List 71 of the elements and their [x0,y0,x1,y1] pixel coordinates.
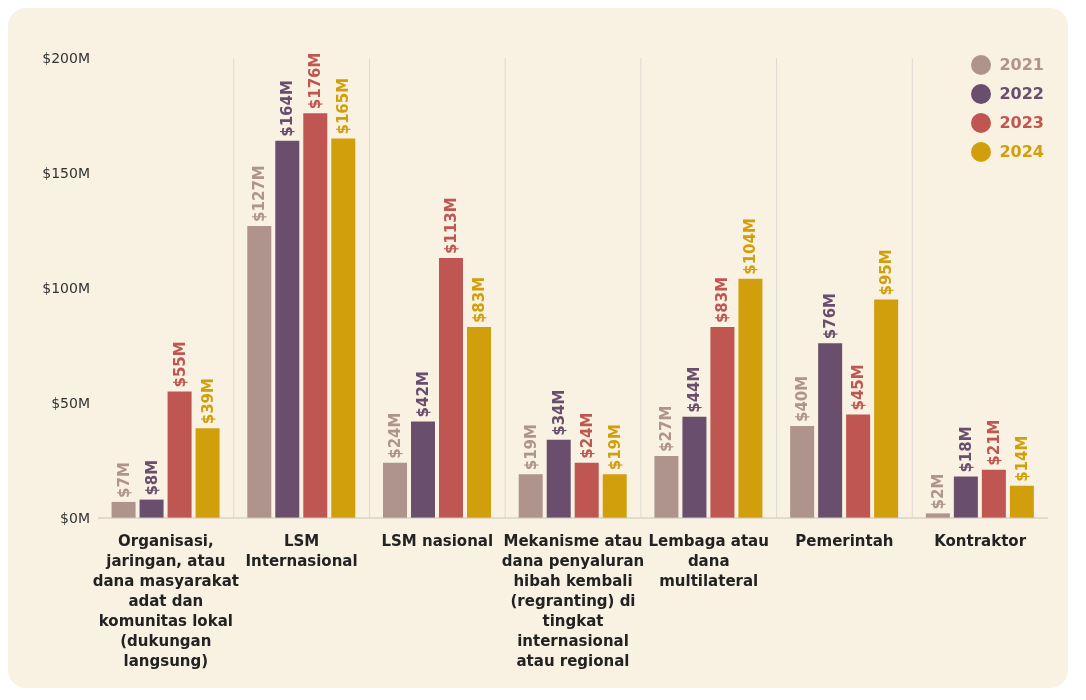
data-label: $27M [657,405,676,452]
data-label: $176M [306,52,325,110]
y-tick-label: $200M [42,49,90,66]
x-tick-label: Pemerintah [795,532,894,550]
x-tick-label: LSM Internasional [245,532,358,570]
y-tick-label: $100M [42,279,90,296]
data-label: $165M [334,77,353,135]
y-tick-label: $150M [42,164,90,181]
bar [247,225,272,518]
data-label: $14M [1012,435,1031,482]
bar [602,474,627,518]
bar [574,462,599,518]
data-label: $76M [821,292,840,340]
data-label: $18M [956,426,975,473]
bar [738,278,763,518]
bar [139,499,164,518]
bar [818,343,843,518]
data-label: $21M [984,419,1003,466]
bar [275,140,300,518]
data-label: $19M [605,424,624,471]
bar [981,469,1006,518]
x-tick-label: Kontraktor [934,532,1027,550]
bar [195,428,220,518]
data-label: $7M [114,462,133,498]
data-label: $2M [928,473,947,510]
bar [654,455,679,518]
data-label: $104M [741,218,760,275]
data-label: $24M [577,412,596,459]
y-tick-label: $0M [60,509,90,526]
legend-label: 2023 [999,113,1044,132]
data-label: $127M [250,165,269,222]
data-label: $55M [170,341,189,388]
data-label: $24M [386,412,404,459]
data-label: $45M [849,364,868,411]
bar [518,474,543,518]
bar [1009,485,1034,518]
data-label: $42M [414,371,432,418]
x-tick-label: Lembaga atau dana multilateral [648,532,769,590]
data-label: $95M [877,249,896,296]
bar [546,439,571,518]
data-label: $44M [685,366,704,413]
data-label: $83M [470,276,488,324]
x-tick-label: LSM nasional [381,532,494,550]
bar [331,138,356,518]
legend-label: 2022 [999,84,1044,103]
data-label: $113M [442,197,460,255]
x-tick-label: Organisasi, jaringan, atau dana masyarakat adat dan komunitas lokal (dukungan langsung) [92,532,239,670]
legend-label: 2024 [999,142,1044,161]
bar [953,476,978,518]
data-label: $19M [521,424,540,471]
data-label: $8M [142,459,161,496]
bar [874,299,899,518]
bar [710,327,735,518]
bar [383,462,407,518]
bar [303,113,328,518]
legend-label: 2021 [999,55,1044,74]
data-label: $164M [278,80,297,137]
bar [167,391,192,518]
bar [467,327,491,518]
bar [411,421,435,518]
bar [111,501,136,518]
data-label: $34M [549,389,568,436]
data-label: $83M [713,276,732,324]
bar [439,258,463,518]
x-tick-label: Mekanisme atau dana penyaluran hibah kembali (regranting) di tingkat internasional atau regional [501,532,645,670]
bar [846,414,871,518]
y-tick-label: $50M [51,394,90,411]
bar [682,416,707,518]
data-label: $39M [198,378,217,425]
bar [790,426,815,518]
data-label: $40M [793,375,812,422]
